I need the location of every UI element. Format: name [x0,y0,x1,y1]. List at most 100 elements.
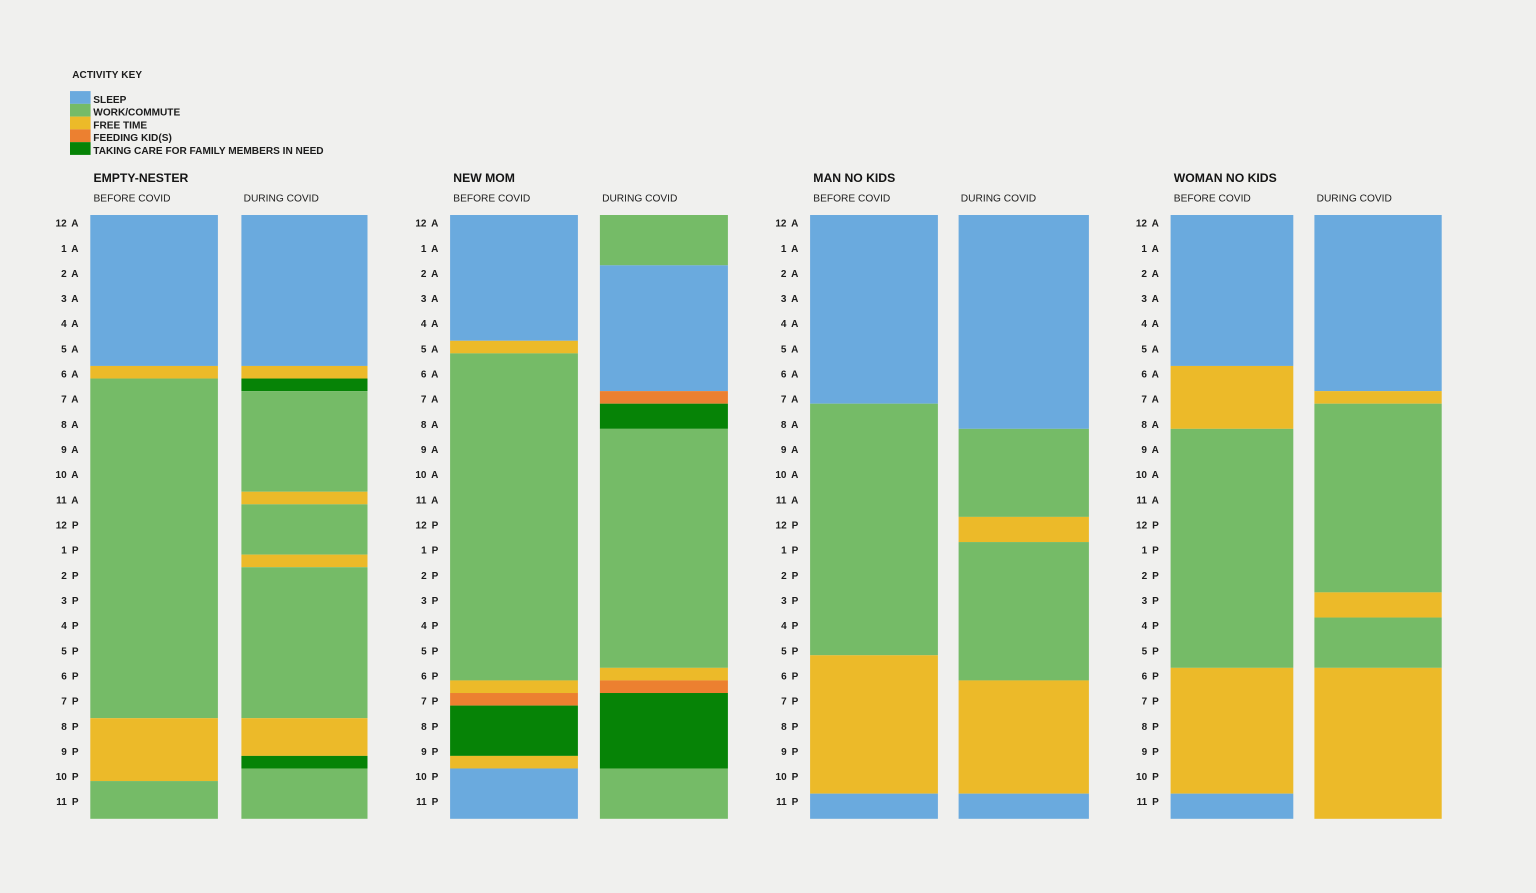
svg-text:5 P: 5 P [781,646,799,657]
svg-text:7 A: 7 A [421,395,438,406]
svg-text:10 A: 10 A [56,470,79,481]
svg-text:3 P: 3 P [61,596,79,607]
svg-text:6 A: 6 A [781,370,798,381]
svg-text:FEEDING KID(S): FEEDING KID(S) [93,133,172,144]
svg-text:5 A: 5 A [781,344,798,355]
svg-text:12 A: 12 A [415,219,438,230]
svg-text:2 P: 2 P [1142,571,1160,582]
svg-text:BEFORE COVID: BEFORE COVID [453,193,530,204]
svg-text:9 P: 9 P [61,747,79,758]
svg-text:7 P: 7 P [421,697,439,708]
svg-text:4 P: 4 P [781,621,799,632]
svg-text:7 P: 7 P [781,697,799,708]
svg-text:1 P: 1 P [61,546,79,557]
svg-text:11 A: 11 A [56,495,78,506]
svg-text:1 A: 1 A [61,244,78,255]
svg-text:2 P: 2 P [61,571,79,582]
svg-text:3 A: 3 A [61,294,78,305]
svg-text:8 P: 8 P [421,722,439,733]
svg-text:7 A: 7 A [61,395,78,406]
svg-text:12 P: 12 P [1136,521,1159,532]
svg-text:10 P: 10 P [1136,772,1159,783]
svg-text:10 A: 10 A [1136,470,1159,481]
svg-text:2 A: 2 A [781,269,798,280]
svg-text:4 P: 4 P [1142,621,1160,632]
svg-text:4 P: 4 P [61,621,79,632]
svg-text:10 P: 10 P [416,772,439,783]
svg-text:2 A: 2 A [421,269,438,280]
svg-text:MAN NO KIDS: MAN NO KIDS [813,171,895,185]
svg-text:6 P: 6 P [1142,671,1160,682]
svg-text:3 A: 3 A [421,294,438,305]
svg-text:DURING COVID: DURING COVID [961,193,1036,204]
svg-text:1 P: 1 P [421,546,439,557]
svg-text:8 A: 8 A [781,420,798,431]
svg-text:4 A: 4 A [61,319,78,330]
svg-text:7 A: 7 A [781,395,798,406]
svg-text:12 A: 12 A [56,219,79,230]
svg-text:2 P: 2 P [421,571,439,582]
svg-text:9 P: 9 P [781,747,799,758]
svg-text:3 A: 3 A [781,294,798,305]
svg-text:9 A: 9 A [1141,445,1158,456]
svg-text:6 P: 6 P [421,671,439,682]
svg-text:8 A: 8 A [1141,420,1158,431]
svg-text:10 P: 10 P [56,772,79,783]
svg-text:2 A: 2 A [61,269,78,280]
svg-text:DURING COVID: DURING COVID [244,193,319,204]
svg-text:6 A: 6 A [1141,370,1158,381]
svg-text:EMPTY-NESTER: EMPTY-NESTER [94,171,189,185]
svg-text:11 P: 11 P [1137,797,1160,808]
svg-text:12 P: 12 P [416,521,439,532]
svg-text:8 P: 8 P [781,722,799,733]
svg-text:5 P: 5 P [61,646,79,657]
svg-text:7 A: 7 A [1141,395,1158,406]
svg-text:5 A: 5 A [1141,344,1158,355]
svg-text:1 A: 1 A [421,244,438,255]
svg-text:9 P: 9 P [1142,747,1160,758]
svg-text:11 A: 11 A [416,495,438,506]
svg-text:12 A: 12 A [1136,219,1159,230]
svg-text:2 P: 2 P [781,571,799,582]
svg-text:11 P: 11 P [56,797,79,808]
svg-text:8 P: 8 P [1142,722,1160,733]
svg-text:5 A: 5 A [421,344,438,355]
svg-text:BEFORE COVID: BEFORE COVID [1174,193,1251,204]
svg-text:9 A: 9 A [61,445,78,456]
svg-text:11 P: 11 P [776,797,799,808]
svg-text:1 A: 1 A [781,244,798,255]
svg-text:1 A: 1 A [1141,244,1158,255]
svg-text:3 A: 3 A [1141,294,1158,305]
svg-text:4 A: 4 A [1141,319,1158,330]
svg-text:3 P: 3 P [781,596,799,607]
svg-text:10 A: 10 A [775,470,798,481]
svg-text:SLEEP: SLEEP [93,95,126,106]
svg-text:4 A: 4 A [421,319,438,330]
svg-text:8 A: 8 A [421,420,438,431]
svg-text:1 P: 1 P [1142,546,1160,557]
svg-text:8 P: 8 P [61,722,79,733]
svg-text:FREE TIME: FREE TIME [93,120,147,131]
svg-text:3 P: 3 P [1142,596,1160,607]
svg-text:WORK/COMMUTE: WORK/COMMUTE [93,108,180,119]
svg-text:10 P: 10 P [776,772,799,783]
svg-text:9 A: 9 A [781,445,798,456]
svg-text:12 P: 12 P [776,521,799,532]
svg-text:BEFORE COVID: BEFORE COVID [94,193,171,204]
svg-text:8 A: 8 A [61,420,78,431]
svg-text:4 A: 4 A [781,319,798,330]
svg-text:9 A: 9 A [421,445,438,456]
svg-text:9 P: 9 P [421,747,439,758]
svg-text:6 A: 6 A [61,370,78,381]
svg-text:11 A: 11 A [776,495,798,506]
svg-text:5 P: 5 P [1142,646,1160,657]
svg-text:6 A: 6 A [421,370,438,381]
svg-text:10 A: 10 A [415,470,438,481]
svg-text:5 A: 5 A [61,344,78,355]
svg-text:6 P: 6 P [781,671,799,682]
svg-text:11 A: 11 A [1136,495,1158,506]
svg-text:2 A: 2 A [1141,269,1158,280]
svg-text:6 P: 6 P [61,671,79,682]
svg-text:TAKING CARE FOR FAMILY MEMBERS: TAKING CARE FOR FAMILY MEMBERS IN NEED [93,146,323,157]
svg-text:12 A: 12 A [775,219,798,230]
